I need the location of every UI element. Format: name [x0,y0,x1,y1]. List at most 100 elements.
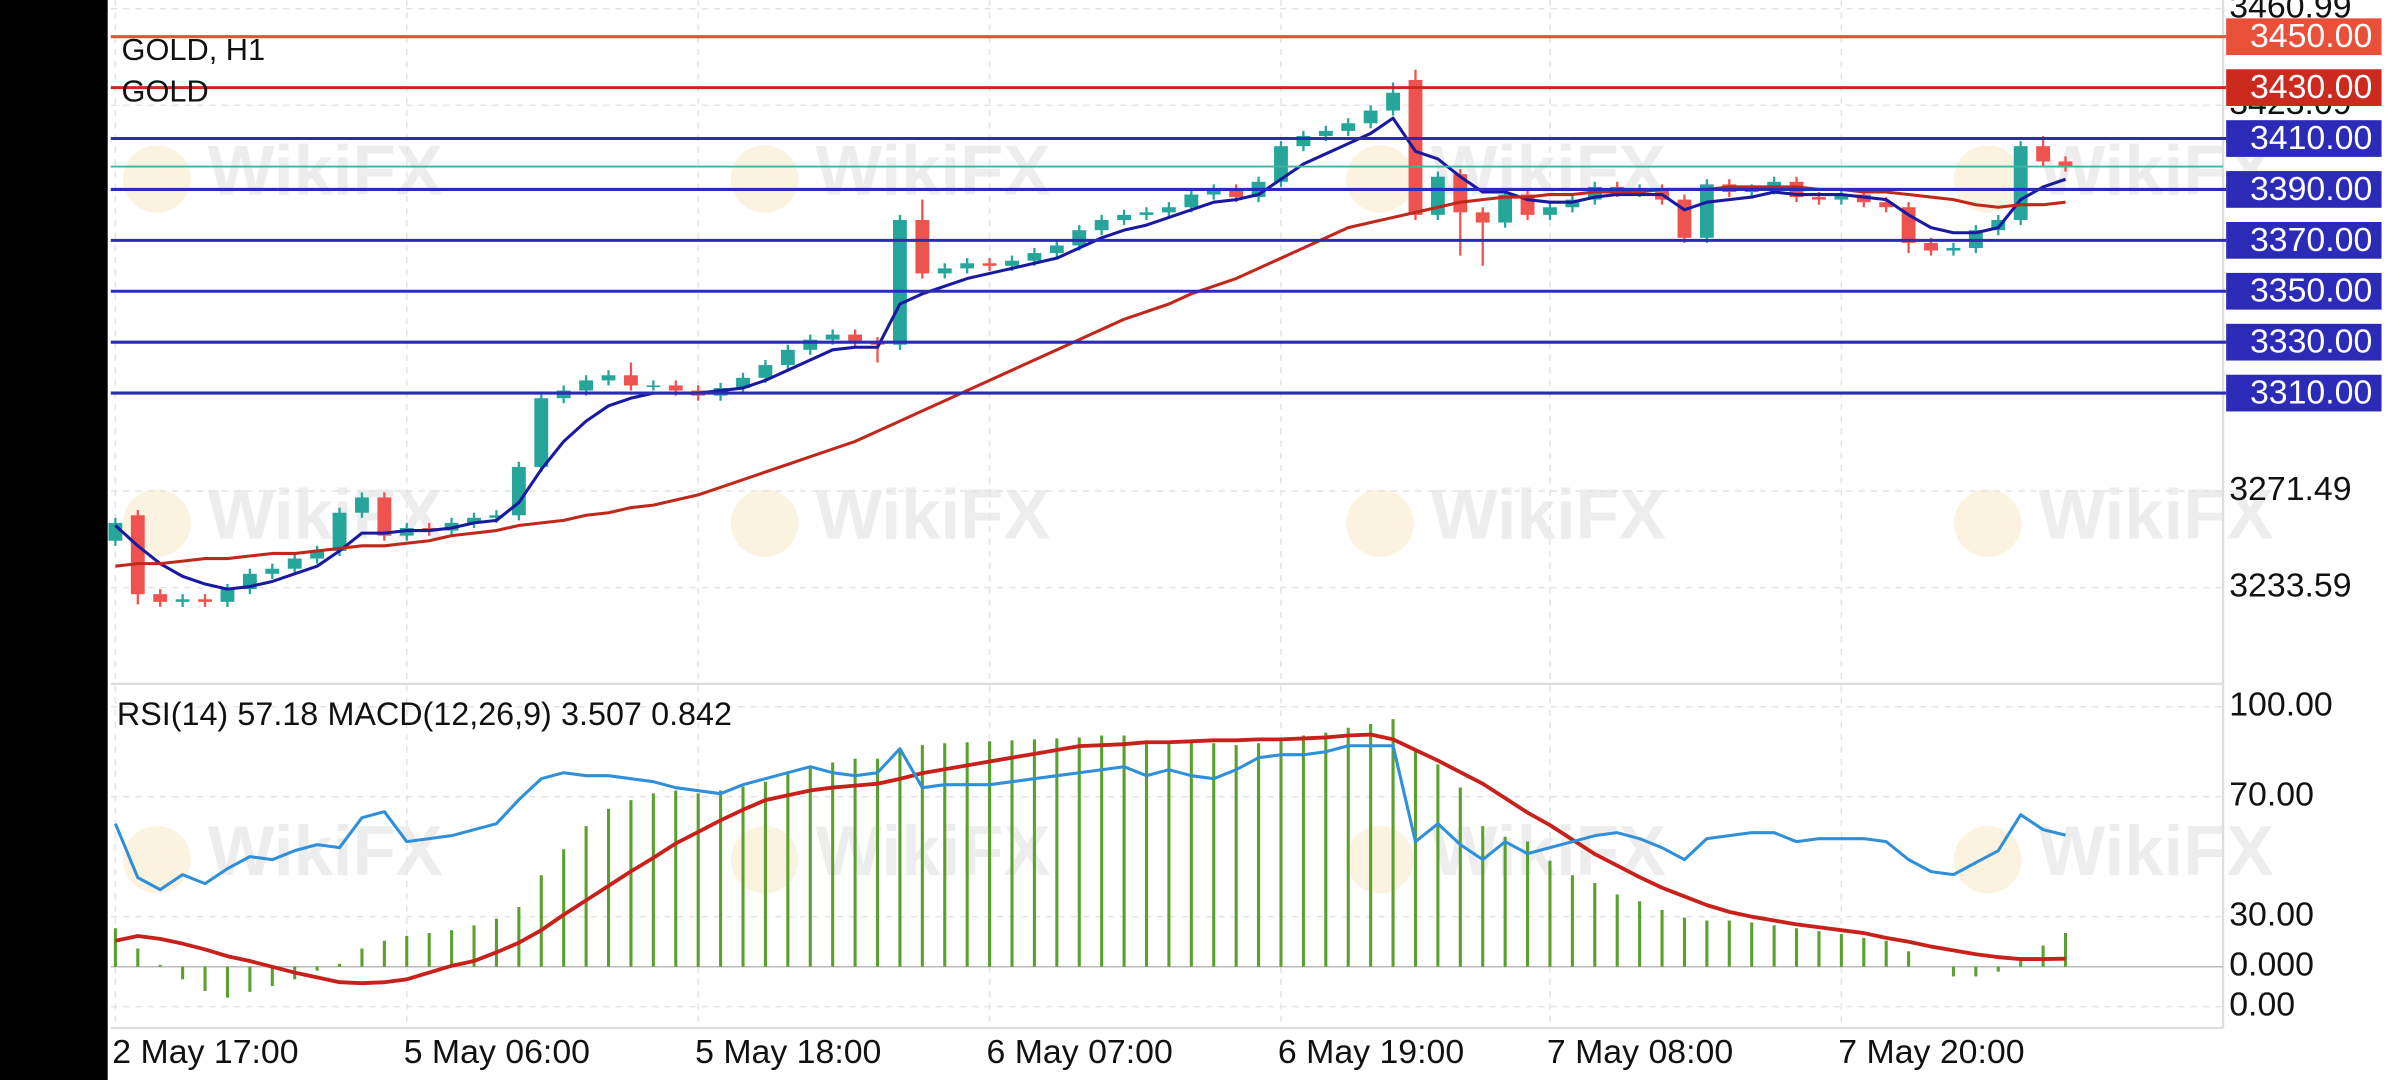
y-tick-label: 3271.49 [2229,470,2351,508]
macd-signal [114,732,2066,986]
candle-body [937,268,952,274]
x-tick-label: 7 May 20:00 [1838,1033,2024,1071]
candle-body [1005,260,1019,266]
rsi-line [113,744,2066,892]
candle-body [1161,207,1176,213]
candle-body [758,365,773,378]
candle-body [1318,130,1333,136]
candle-body [1498,194,1513,223]
price-level-tag [2226,374,2382,412]
watermark: WikiFX [208,811,443,890]
candle-body [377,497,392,536]
candle-body [1206,189,1221,195]
price-level-label: 3410.00 [2250,119,2372,157]
y-tick-label: 30.00 [2229,896,2314,934]
candle-body [1049,245,1064,254]
watermark-icon [730,145,799,213]
candle-body [332,512,347,551]
moving-average [115,185,2066,568]
price-level-label: 3370.00 [2250,221,2372,259]
candle-body [1386,92,1400,111]
candle-body [1274,146,1288,182]
candle-body [982,263,997,266]
candle-body [1363,110,1378,124]
watermark-icon [1346,145,1414,213]
price-level-label: 3350.00 [2250,272,2372,310]
price-level-label: 3430.00 [2250,68,2372,106]
x-tick-label: 6 May 07:00 [987,1033,1173,1071]
watermark: WikiFX [815,475,1050,554]
price-level-label: 3330.00 [2250,323,2372,361]
candle-body [780,349,795,366]
watermark: WikiFX [815,131,1050,210]
watermark-icon [1346,489,1414,557]
candle-body [624,375,638,386]
price-level-tag [2226,272,2382,310]
price-level-label: 3450.00 [2250,17,2372,55]
candle-body [1991,219,2006,231]
candle-body [915,219,930,274]
x-tick-label: 5 May 18:00 [695,1033,881,1071]
front-layer: 2 May 17:00 5 May 06:00 5 May 18:00 6 May 0… [110,17,2382,1071]
watermark: WikiFX [2038,475,2273,554]
watermark: WikiFX [208,131,443,210]
moving-average [114,116,2067,591]
candle-body [736,377,750,388]
candle-body [265,568,280,574]
price-level-tag [2226,221,2382,259]
candle-body [601,375,616,381]
y-tick-label: 3233.59 [2229,567,2351,605]
candle-body [1946,247,1961,251]
chart-title: GOLD, H1 [122,32,266,67]
watermark-icon [1346,826,1414,894]
price-level-label: 3390.00 [2250,170,2372,208]
candle-body [1812,197,1826,200]
candle-body [893,219,907,345]
watermark-icon [1953,489,2022,557]
candle-body [960,263,975,269]
indicator-header: RSI(14) 57.18 MACD(12,26,9) 3.507 0.842 [117,695,732,731]
price-level-tag [2226,323,2382,361]
candle-body [220,589,235,602]
candle-body [1027,253,1042,261]
candle-body [1408,79,1423,215]
candle-body [153,594,168,602]
candle-body [668,385,683,391]
left-bezel [0,0,108,1080]
candle-body [1094,219,1109,231]
x-tick-label: 5 May 06:00 [404,1033,590,1071]
candle-body [355,497,369,513]
price-level-tag [2226,69,2382,106]
candle-body [287,558,302,569]
x-tick-label: 6 May 19:00 [1278,1033,1464,1071]
watermark-icon [1953,826,2022,894]
candle-body [1475,212,1490,223]
indicator-value: 3.507 [561,695,642,731]
candle-body [646,385,661,387]
watermark: WikiFX [208,475,443,554]
candle-body [1834,194,1849,200]
candle-body [1229,189,1244,198]
watermark: WikiFX [815,811,1050,890]
candle-body [825,334,840,340]
candle-body [2058,161,2073,167]
candle-body [1072,230,1087,246]
candle-body [198,599,212,602]
candle-body [511,466,526,516]
y-tick-label: 100.00 [2229,686,2333,724]
chart-subtitle: GOLD [122,73,209,108]
back-layer: WikiFX WikiFX WikiFX WikiFX WikiFX WikiFX Wiki… [110,0,2352,1030]
candle-body [803,339,818,350]
price-level-tag [2226,171,2382,208]
candle-body [467,517,481,523]
candle-body [1184,194,1199,208]
candle-body [2036,146,2051,162]
indicator-value: RSI(14) [117,695,228,731]
candle-body [310,550,325,559]
watermark: WikiFX [2038,811,2273,890]
candle-body [489,515,504,518]
candle-body [2013,146,2028,220]
